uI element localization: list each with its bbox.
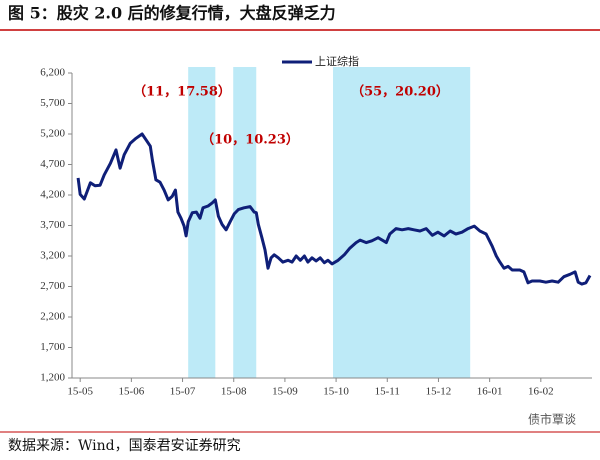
x-tick-label: 16-01: [477, 386, 503, 398]
shaded-region: [188, 67, 216, 378]
y-tick-label: 4,200: [40, 189, 65, 201]
y-tick-label: 2,700: [40, 280, 65, 292]
y-tick-label: 3,200: [40, 250, 65, 262]
x-tick-label: 15-07: [170, 386, 196, 398]
line-series: [76, 132, 592, 286]
y-tick-label: 5,700: [40, 97, 65, 109]
x-tick-label: 15-12: [426, 386, 452, 398]
shaded-region: [333, 67, 471, 378]
source: 数据来源：Wind，国泰君安证券研究: [8, 438, 241, 454]
watermark: 债市覃谈: [528, 412, 576, 427]
x-tick-label: 16-02: [528, 386, 554, 398]
x-tick-label: 15-09: [272, 386, 298, 398]
annotation: （11，17.58）: [133, 84, 231, 100]
legend-label: 上证综指: [315, 54, 359, 68]
x-tick-label: 15-05: [67, 386, 93, 398]
chart-title: 图 5：股灾 2.0 后的修复行情，大盘反弹乏力: [8, 4, 336, 23]
shaded-region: [233, 67, 257, 378]
x-tick-label: 15-08: [221, 386, 247, 398]
annotation: （10，10.23）: [201, 132, 299, 148]
x-tick-label: 15-11: [375, 386, 400, 398]
y-tick-label: 4,700: [40, 158, 65, 170]
y-tick-label: 3,700: [40, 219, 65, 231]
y-tick-label: 5,200: [40, 128, 65, 140]
y-tick-label: 6,200: [40, 67, 65, 79]
y-tick-label: 1,200: [40, 372, 65, 384]
y-tick-label: 1,700: [40, 341, 65, 353]
y-tick-label: 2,200: [40, 311, 65, 323]
x-tick-label: 15-10: [323, 386, 349, 398]
x-tick-label: 15-06: [119, 386, 145, 398]
annotation: （55，20.20）: [351, 84, 449, 100]
